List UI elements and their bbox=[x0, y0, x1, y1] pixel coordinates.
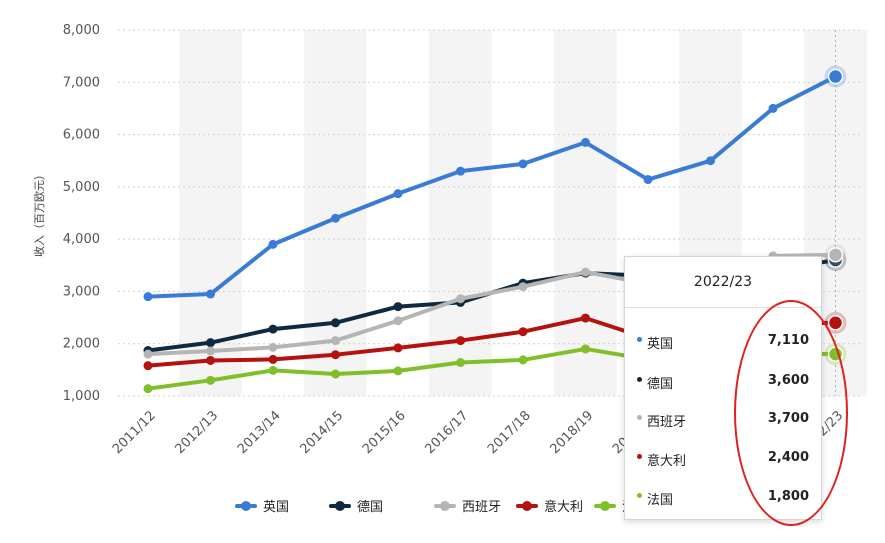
data-point bbox=[518, 355, 528, 365]
data-point-active bbox=[827, 315, 844, 331]
x-tick-label: 2015/16 bbox=[360, 408, 409, 457]
data-point bbox=[268, 239, 278, 249]
y-tick-label: 8,000 bbox=[63, 23, 100, 38]
legend-swatch-dot bbox=[600, 501, 610, 511]
data-point bbox=[331, 336, 340, 346]
series-dot-icon bbox=[637, 377, 642, 382]
data-point bbox=[518, 282, 528, 292]
data-point bbox=[456, 294, 465, 304]
data-point bbox=[393, 366, 403, 376]
legend-swatch-dot bbox=[522, 501, 532, 511]
y-tick-label: 7,000 bbox=[63, 75, 100, 90]
tooltip-series-name: 意大利 bbox=[647, 454, 687, 469]
y-axis-ticks: 1,000 2,000 3,000 4,000 5,000 6,000 7,000 8,000 bbox=[63, 23, 100, 404]
data-point bbox=[581, 267, 590, 277]
data-point bbox=[268, 365, 278, 375]
legend-swatch-dot bbox=[241, 501, 251, 511]
series-dot-icon bbox=[637, 454, 642, 459]
y-tick-label: 5,000 bbox=[63, 180, 100, 195]
data-point bbox=[456, 336, 465, 346]
data-point bbox=[393, 302, 403, 312]
data-point bbox=[581, 313, 590, 323]
data-point bbox=[393, 343, 403, 353]
column-band bbox=[554, 30, 617, 396]
x-tick-label: 2016/17 bbox=[423, 408, 472, 457]
x-tick-label: 2017/18 bbox=[485, 408, 534, 457]
legend-label: 西班牙 bbox=[462, 500, 501, 515]
legend-item-德国[interactable]: 德国 bbox=[329, 500, 383, 515]
data-point bbox=[393, 189, 403, 199]
y-axis-title: 收入（百万欧元） bbox=[32, 169, 46, 257]
data-point bbox=[268, 354, 278, 364]
data-point bbox=[643, 175, 653, 185]
data-point bbox=[331, 369, 340, 379]
x-tick-label: 2014/15 bbox=[298, 408, 347, 457]
data-point bbox=[206, 289, 215, 299]
data-point bbox=[143, 349, 153, 359]
data-point bbox=[331, 318, 340, 328]
legend-item-西班牙[interactable]: 西班牙 bbox=[434, 500, 501, 515]
data-point bbox=[143, 292, 153, 302]
data-point bbox=[143, 384, 153, 394]
legend-swatch-dot bbox=[335, 501, 345, 511]
series-line bbox=[146, 74, 838, 299]
tooltip-title: 2022/23 bbox=[625, 257, 821, 308]
legend-item-英国[interactable]: 英国 bbox=[235, 500, 289, 515]
data-point bbox=[268, 324, 278, 334]
series-dot-icon bbox=[637, 337, 642, 342]
y-tick-label: 1,000 bbox=[63, 389, 100, 404]
data-point bbox=[331, 350, 340, 360]
y-tick-label: 6,000 bbox=[63, 128, 100, 143]
highlight-circle-annotation bbox=[734, 300, 848, 526]
data-point bbox=[206, 346, 215, 356]
data-point bbox=[206, 375, 215, 385]
column-band bbox=[429, 30, 492, 396]
data-point bbox=[768, 103, 778, 113]
data-point bbox=[518, 327, 528, 337]
column-band bbox=[179, 30, 242, 396]
data-point bbox=[268, 342, 278, 352]
y-tick-label: 2,000 bbox=[63, 337, 100, 352]
data-point bbox=[143, 361, 153, 371]
legend-label: 英国 bbox=[263, 500, 289, 515]
data-point bbox=[206, 338, 215, 348]
y-tick-label: 4,000 bbox=[63, 232, 100, 247]
legend[interactable]: 英国德国西班牙意大利法 bbox=[235, 499, 635, 515]
series-dot-icon bbox=[637, 415, 642, 420]
data-point bbox=[706, 156, 715, 166]
legend-label: 意大利 bbox=[544, 499, 583, 515]
data-point bbox=[393, 316, 403, 326]
x-tick-label: 2018/19 bbox=[548, 408, 597, 457]
data-point bbox=[456, 358, 465, 368]
data-point bbox=[518, 159, 528, 169]
series-英国 bbox=[143, 65, 847, 302]
x-tick-label: 2013/14 bbox=[235, 408, 284, 457]
tooltip-series-name: 德国 bbox=[647, 377, 674, 392]
data-point bbox=[581, 137, 590, 147]
data-point bbox=[581, 344, 590, 354]
data-point-active bbox=[827, 247, 844, 263]
legend-swatch-dot bbox=[440, 501, 450, 511]
data-point bbox=[331, 213, 340, 223]
y-tick-label: 3,000 bbox=[63, 284, 100, 299]
x-tick-label: 2012/13 bbox=[173, 408, 222, 457]
legend-label: 德国 bbox=[357, 500, 383, 515]
tooltip-series-name: 英国 bbox=[647, 337, 674, 352]
x-tick-label: 2011/12 bbox=[110, 408, 159, 457]
series-dot-icon bbox=[637, 493, 642, 498]
legend-item-意大利[interactable]: 意大利 bbox=[516, 499, 583, 515]
data-point bbox=[456, 166, 465, 176]
tooltip-series-name: 西班牙 bbox=[647, 415, 687, 430]
tooltip-series-name: 法国 bbox=[647, 493, 674, 508]
data-point-active bbox=[827, 68, 844, 85]
data-point bbox=[206, 355, 215, 365]
